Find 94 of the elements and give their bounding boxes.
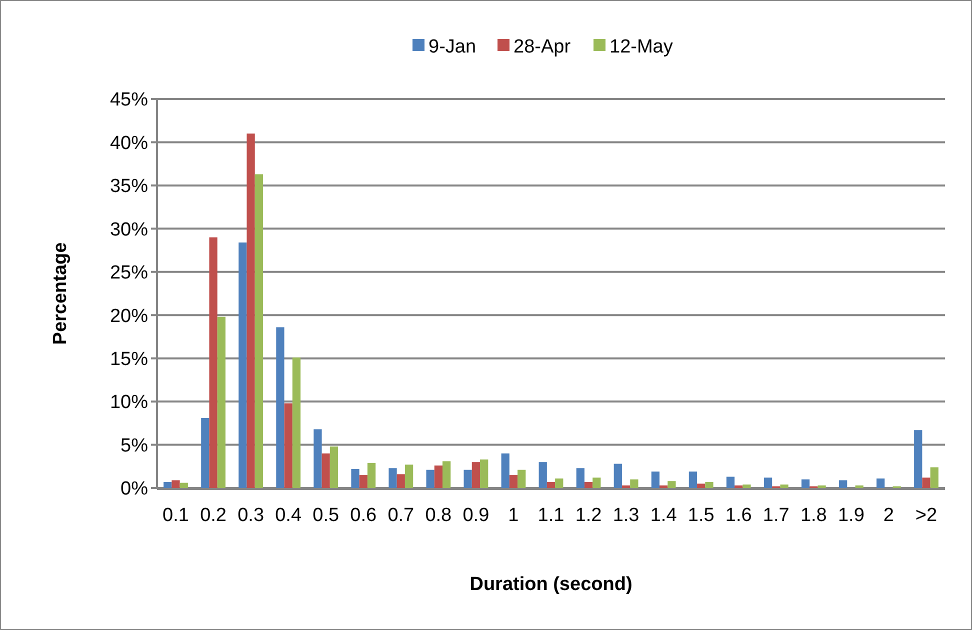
x-tick-label: 0.6: [350, 505, 377, 526]
bar: [404, 464, 414, 488]
x-axis-title: Duration (second): [470, 574, 632, 595]
x-tick-label: 1: [508, 505, 519, 526]
bar: [838, 480, 848, 488]
x-tick-label: 0.9: [462, 505, 490, 526]
x-tick-label: 0.1: [162, 505, 189, 526]
bar: [351, 468, 360, 488]
bar: [668, 481, 676, 488]
bar: [388, 468, 397, 488]
bar: [480, 459, 488, 488]
bar: [442, 461, 451, 488]
bar: [555, 478, 564, 488]
bar: [276, 327, 284, 488]
bar: [546, 482, 556, 488]
bar: [660, 485, 668, 488]
x-tick-label: 0.7: [388, 505, 414, 526]
bar: [742, 484, 751, 488]
bar: [246, 134, 255, 488]
x-tick-label: 1.6: [725, 505, 752, 526]
bar: [780, 484, 788, 488]
bar: [705, 482, 714, 488]
x-tick-label: 0.8: [425, 505, 452, 526]
bar: [472, 462, 480, 488]
bar: [922, 478, 930, 488]
legend-label: 9-Jan: [428, 36, 476, 58]
bar: [538, 462, 547, 488]
bar: [622, 485, 630, 488]
bar: [238, 242, 247, 488]
bar: [292, 357, 301, 488]
bar: [630, 479, 638, 488]
bar: [359, 475, 368, 488]
bar: [172, 480, 180, 488]
y-tick-label: 15%: [110, 348, 148, 370]
x-tick-label: 0.2: [200, 505, 226, 526]
bar: [576, 468, 584, 488]
x-tick-label: 1.1: [538, 505, 564, 526]
bar: [801, 479, 810, 488]
bar: [697, 484, 706, 488]
bar: [688, 472, 698, 488]
x-tick-label: 1.7: [762, 505, 790, 526]
y-axis-title: Percentage: [50, 242, 71, 345]
bar: [284, 403, 292, 488]
y-tick-label: 25%: [110, 262, 148, 284]
y-tick-label: 10%: [110, 392, 148, 414]
bar: [434, 466, 442, 488]
x-tick-label: 2: [883, 505, 894, 526]
bar: [217, 316, 226, 488]
y-tick-label: 45%: [110, 90, 148, 111]
x-tick-label: 1.5: [688, 505, 714, 526]
bar: [651, 472, 660, 488]
bar: [426, 470, 434, 488]
bar: [330, 446, 338, 488]
x-tick-label: >2: [915, 505, 938, 526]
x-tick-label: 1.8: [800, 505, 827, 526]
bar: [584, 482, 593, 488]
x-tick-label: 1.2: [575, 505, 602, 526]
bar: [734, 485, 743, 488]
y-tick-label: 0%: [120, 478, 148, 500]
bar: [254, 174, 264, 488]
bar: [464, 470, 472, 488]
x-tick-label: 0.4: [275, 505, 302, 526]
bar: [509, 475, 518, 488]
bar: [164, 482, 172, 488]
x-tick-label: 0.5: [312, 505, 340, 526]
y-tick-label: 35%: [110, 176, 148, 198]
legend-label: 28-Apr: [514, 36, 572, 58]
x-tick-label: 0.3: [238, 505, 264, 526]
y-tick-label: 30%: [110, 219, 148, 240]
legend-label: 12-May: [610, 36, 674, 58]
y-tick-label: 5%: [120, 435, 148, 456]
x-tick-label: 1.4: [650, 505, 678, 526]
bar: [592, 478, 601, 488]
bar: [322, 453, 330, 488]
bar: [209, 237, 218, 488]
bar: [818, 485, 826, 488]
y-tick-label: 20%: [110, 306, 148, 327]
bar: [367, 462, 376, 488]
bar: [726, 476, 735, 488]
bar: [855, 485, 864, 488]
bar: [201, 418, 210, 488]
bar: [396, 474, 405, 488]
bar: [914, 430, 922, 488]
bar: [876, 478, 885, 488]
bar: [501, 453, 510, 488]
bar: [314, 429, 322, 488]
bar: [764, 478, 772, 488]
bar: [614, 464, 622, 488]
x-tick-label: 1.9: [838, 505, 864, 526]
x-tick-label: 1.3: [612, 505, 640, 526]
bar: [180, 482, 188, 488]
bar: [930, 467, 938, 488]
bar: [518, 470, 526, 488]
y-tick-label: 40%: [110, 132, 148, 154]
